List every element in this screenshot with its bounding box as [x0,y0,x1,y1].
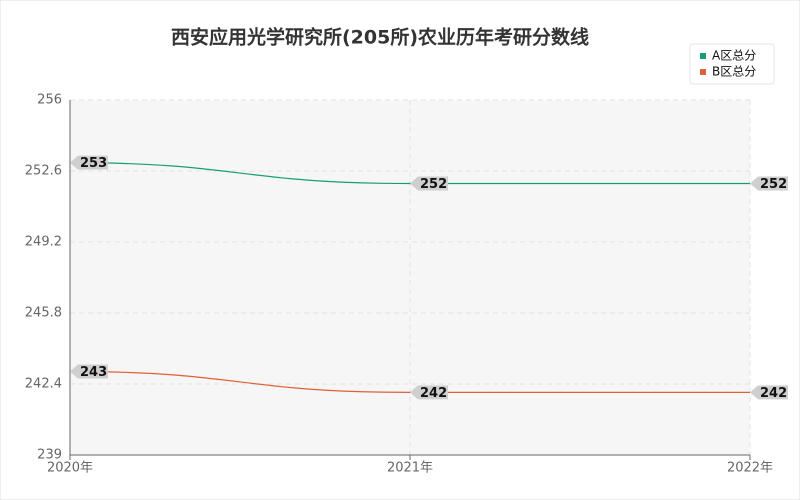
legend-label: A区总分 [712,49,756,63]
data-label-tag [750,176,788,191]
x-tick-label: 2021年 [387,461,433,476]
legend-box [689,43,775,85]
data-label: 253 [80,156,107,171]
y-tick-label: 249.2 [25,235,62,250]
data-label-tag [70,155,108,170]
data-label-tag [410,176,448,191]
data-label-tag [410,385,448,400]
data-label-tag [750,385,788,400]
y-tick-label: 239 [37,448,62,463]
y-tick-label: 252.6 [25,164,62,179]
plot-area [70,100,750,455]
data-label-tag [70,364,108,379]
data-label: 242 [760,386,787,401]
legend-swatch [700,53,706,59]
data-label: 252 [760,177,787,192]
series-line [69,370,750,393]
y-tick-label: 242.4 [25,377,62,392]
chart-title: 西安应用光学研究所(205所)农业历年考研分数线 [171,26,589,49]
y-tick-label: 256 [37,93,62,108]
x-tick-label: 2022年 [727,461,773,476]
data-label: 252 [420,177,447,192]
data-label: 242 [420,386,447,401]
y-tick-label: 245.8 [25,306,62,321]
data-label: 243 [80,365,107,380]
x-tick-label: 2020年 [47,461,93,476]
series-line [69,162,750,185]
legend-label: B区总分 [712,65,756,79]
legend-swatch [700,69,706,75]
